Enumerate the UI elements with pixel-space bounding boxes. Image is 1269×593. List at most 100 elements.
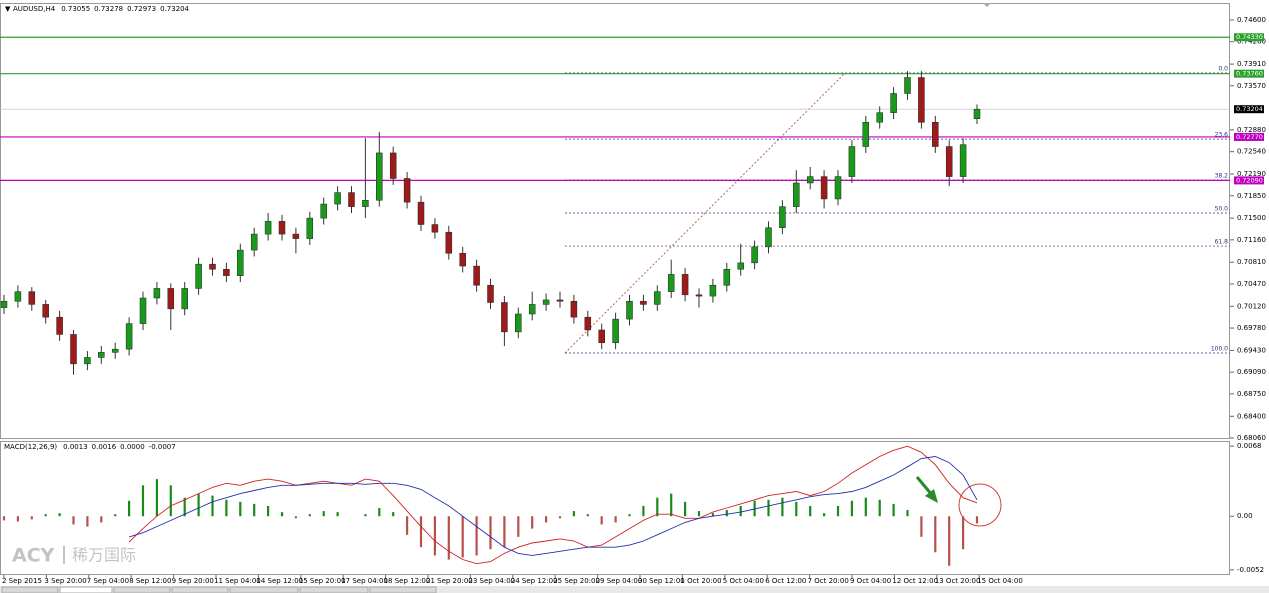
candle-body [209,263,216,270]
macd-header-value: 0.0016 [92,443,117,451]
watermark-divider [63,546,65,564]
arrow-shaft [915,476,934,496]
candle-body [820,176,828,200]
y-tick-label: 0.72190 [1237,170,1266,178]
candle-body [459,253,466,267]
tab-bar [0,586,1269,593]
highlight-circle [958,483,1002,527]
candle-body [403,178,411,203]
y-tick-label: 0.73570 [1237,82,1266,90]
y-tick-label: 0.71160 [1237,236,1266,244]
y-tick-label: 0.69430 [1237,346,1266,354]
candle-body [806,176,814,184]
price-level-label: 0.74330 [1236,33,1263,41]
candle-body [612,318,619,344]
tab[interactable] [1,586,59,593]
y-tick-label: 0.70470 [1237,280,1266,288]
price-level-label: 0.73760 [1236,70,1263,78]
candle-body [654,291,661,305]
tab[interactable] [113,586,171,593]
candle-body [125,323,133,350]
price-level-tag [1234,33,1264,42]
x-tick-label: 25 Sep 20:00 [553,577,600,585]
candle-body [278,221,286,235]
candle-body [570,300,578,318]
candle-body [431,224,439,233]
candle-body [362,199,369,207]
candle-body [473,265,480,286]
x-tick-label: 15 Sep 20:00 [299,577,346,585]
x-tick-label: 7 Oct 20:00 [808,577,849,585]
y-tick-label: 0.72880 [1237,126,1266,134]
candle-body [848,146,856,177]
candle-body [223,269,230,276]
candle-body [264,221,272,235]
tab[interactable] [171,586,229,593]
candle-body [640,300,647,305]
header-value: 0.72973 [127,5,156,13]
macd-header-value: -0.0007 [149,443,176,451]
fibo-label: 38.2 [1215,172,1229,179]
x-tick-label: 3 Sep 20:00 [44,577,86,585]
x-tick-label: 12 Oct 12:00 [892,577,938,585]
macd-y-tick-label: 0.00 [1237,512,1253,520]
fibo-label: 100.0 [1211,345,1228,352]
x-tick-label: 8 Sep 12:00 [129,577,171,585]
price-level-label: 0.72770 [1236,133,1263,141]
watermark-name: 稀万国际 [72,546,136,565]
candle-body [42,304,49,318]
y-tick-label: 0.71500 [1237,214,1266,222]
macd-y-tick-label: 0.0068 [1237,442,1262,450]
x-tick-label: 30 Sep 12:00 [638,577,685,585]
y-tick-label: 0.74600 [1237,16,1266,24]
candle-body [320,203,327,219]
price-level-label: 0.73204 [1236,105,1263,113]
candle-body [487,284,494,303]
header-value: 0.73204 [160,5,189,13]
candle-body [876,112,883,123]
candle-body [695,294,703,297]
x-tick-label: 13 Oct 20:00 [935,577,981,585]
tab[interactable] [299,586,369,593]
candle-body [417,201,425,225]
main-frame [0,3,1230,439]
header-value: 0.73278 [94,5,123,13]
x-tick-label: 23 Sep 04:00 [468,577,515,585]
y-tick-label: 0.70120 [1237,302,1266,310]
x-tick-label: 18 Sep 12:00 [384,577,431,585]
x-tick-label: 7 Sep 04:00 [87,577,129,585]
candle-body [84,357,91,365]
x-tick-label: 11 Sep 04:00 [214,577,261,585]
candle-body [598,329,605,344]
candle-body [556,299,564,302]
candle-body [376,152,383,201]
symbol: AUDUSD,H4 [13,5,56,13]
header-value: 0.73055 [61,5,90,13]
candle-body [14,291,22,302]
tab[interactable] [229,586,299,593]
y-tick-label: 0.68750 [1237,390,1266,398]
candle-body [70,334,77,365]
candle-body [195,263,202,289]
menu-arrow: ▼ [5,5,11,13]
y-tick-label: 0.74260 [1237,38,1266,46]
macd-header-value: 0.0000 [120,443,145,451]
candle-body [389,152,397,179]
watermark-brand: ACY [12,545,55,567]
tab[interactable] [59,586,113,593]
candle-body [667,274,675,292]
price-level-tag [1234,132,1264,141]
candle-body [973,108,981,119]
tab[interactable] [369,586,437,593]
fibo-label: 50.0 [1215,206,1229,213]
x-tick-label: 6 Oct 12:00 [765,577,806,585]
candle-body [334,192,341,205]
candle-body [834,176,842,200]
y-tick-label: 0.68400 [1237,412,1266,420]
x-tick-label: 2 Sep 2015 [2,577,42,585]
candle-body [181,288,188,310]
candle-body [737,262,744,270]
candle-body [751,246,758,264]
